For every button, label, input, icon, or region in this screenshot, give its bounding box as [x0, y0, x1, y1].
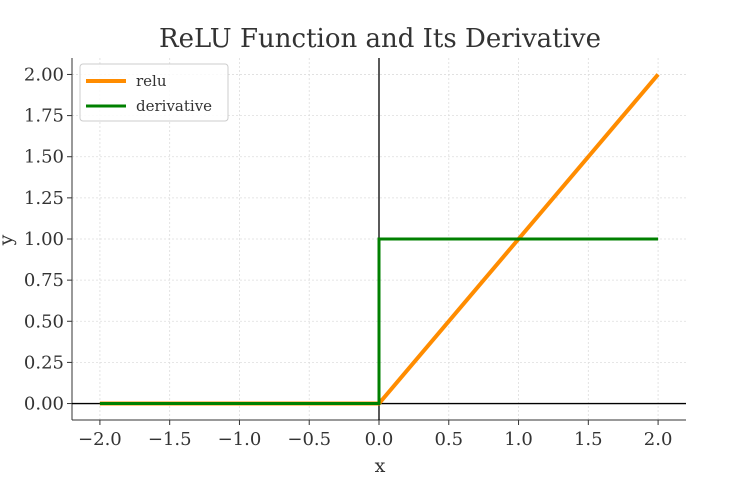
x-tick-label: 1.5 — [574, 429, 603, 450]
chart-title: ReLU Function and Its Derivative — [159, 24, 601, 54]
x-axis-title: x — [375, 455, 386, 477]
y-tick-label: 1.25 — [24, 188, 64, 209]
y-tick-label: 1.75 — [24, 106, 64, 127]
x-tick-label: 1.0 — [504, 429, 533, 450]
series-line-derivative — [99, 237, 659, 406]
x-tick-label: −1.5 — [148, 429, 192, 450]
y-tick-label: 0.25 — [24, 352, 64, 373]
x-tick-label: −1.0 — [218, 429, 262, 450]
y-axis-title: y — [0, 234, 17, 246]
legend-label-derivative: derivative — [136, 97, 212, 115]
x-tick-label: −0.5 — [287, 429, 331, 450]
y-tick-label: 1.00 — [24, 229, 64, 250]
x-tick-label: −2.0 — [78, 429, 122, 450]
legend-label-relu: relu — [136, 72, 167, 90]
series-layer — [99, 73, 660, 406]
y-tick-label: 0.75 — [24, 270, 64, 291]
ticks-layer: −2.0 −1.5 −1.0 −0.5 0.0 0.5 1.0 1.5 2.0 0.00 0.25 0… — [24, 64, 672, 450]
y-tick-label: 0.00 — [24, 394, 64, 415]
y-tick-label: 0.50 — [24, 311, 64, 332]
y-tick-label: 1.50 — [24, 147, 64, 168]
x-tick-label: 2.0 — [644, 429, 673, 450]
x-tick-label: 0.0 — [365, 429, 394, 450]
legend: relu derivative — [79, 63, 229, 122]
x-tick-label: 0.5 — [434, 429, 463, 450]
y-tick-label: 2.00 — [24, 64, 64, 85]
